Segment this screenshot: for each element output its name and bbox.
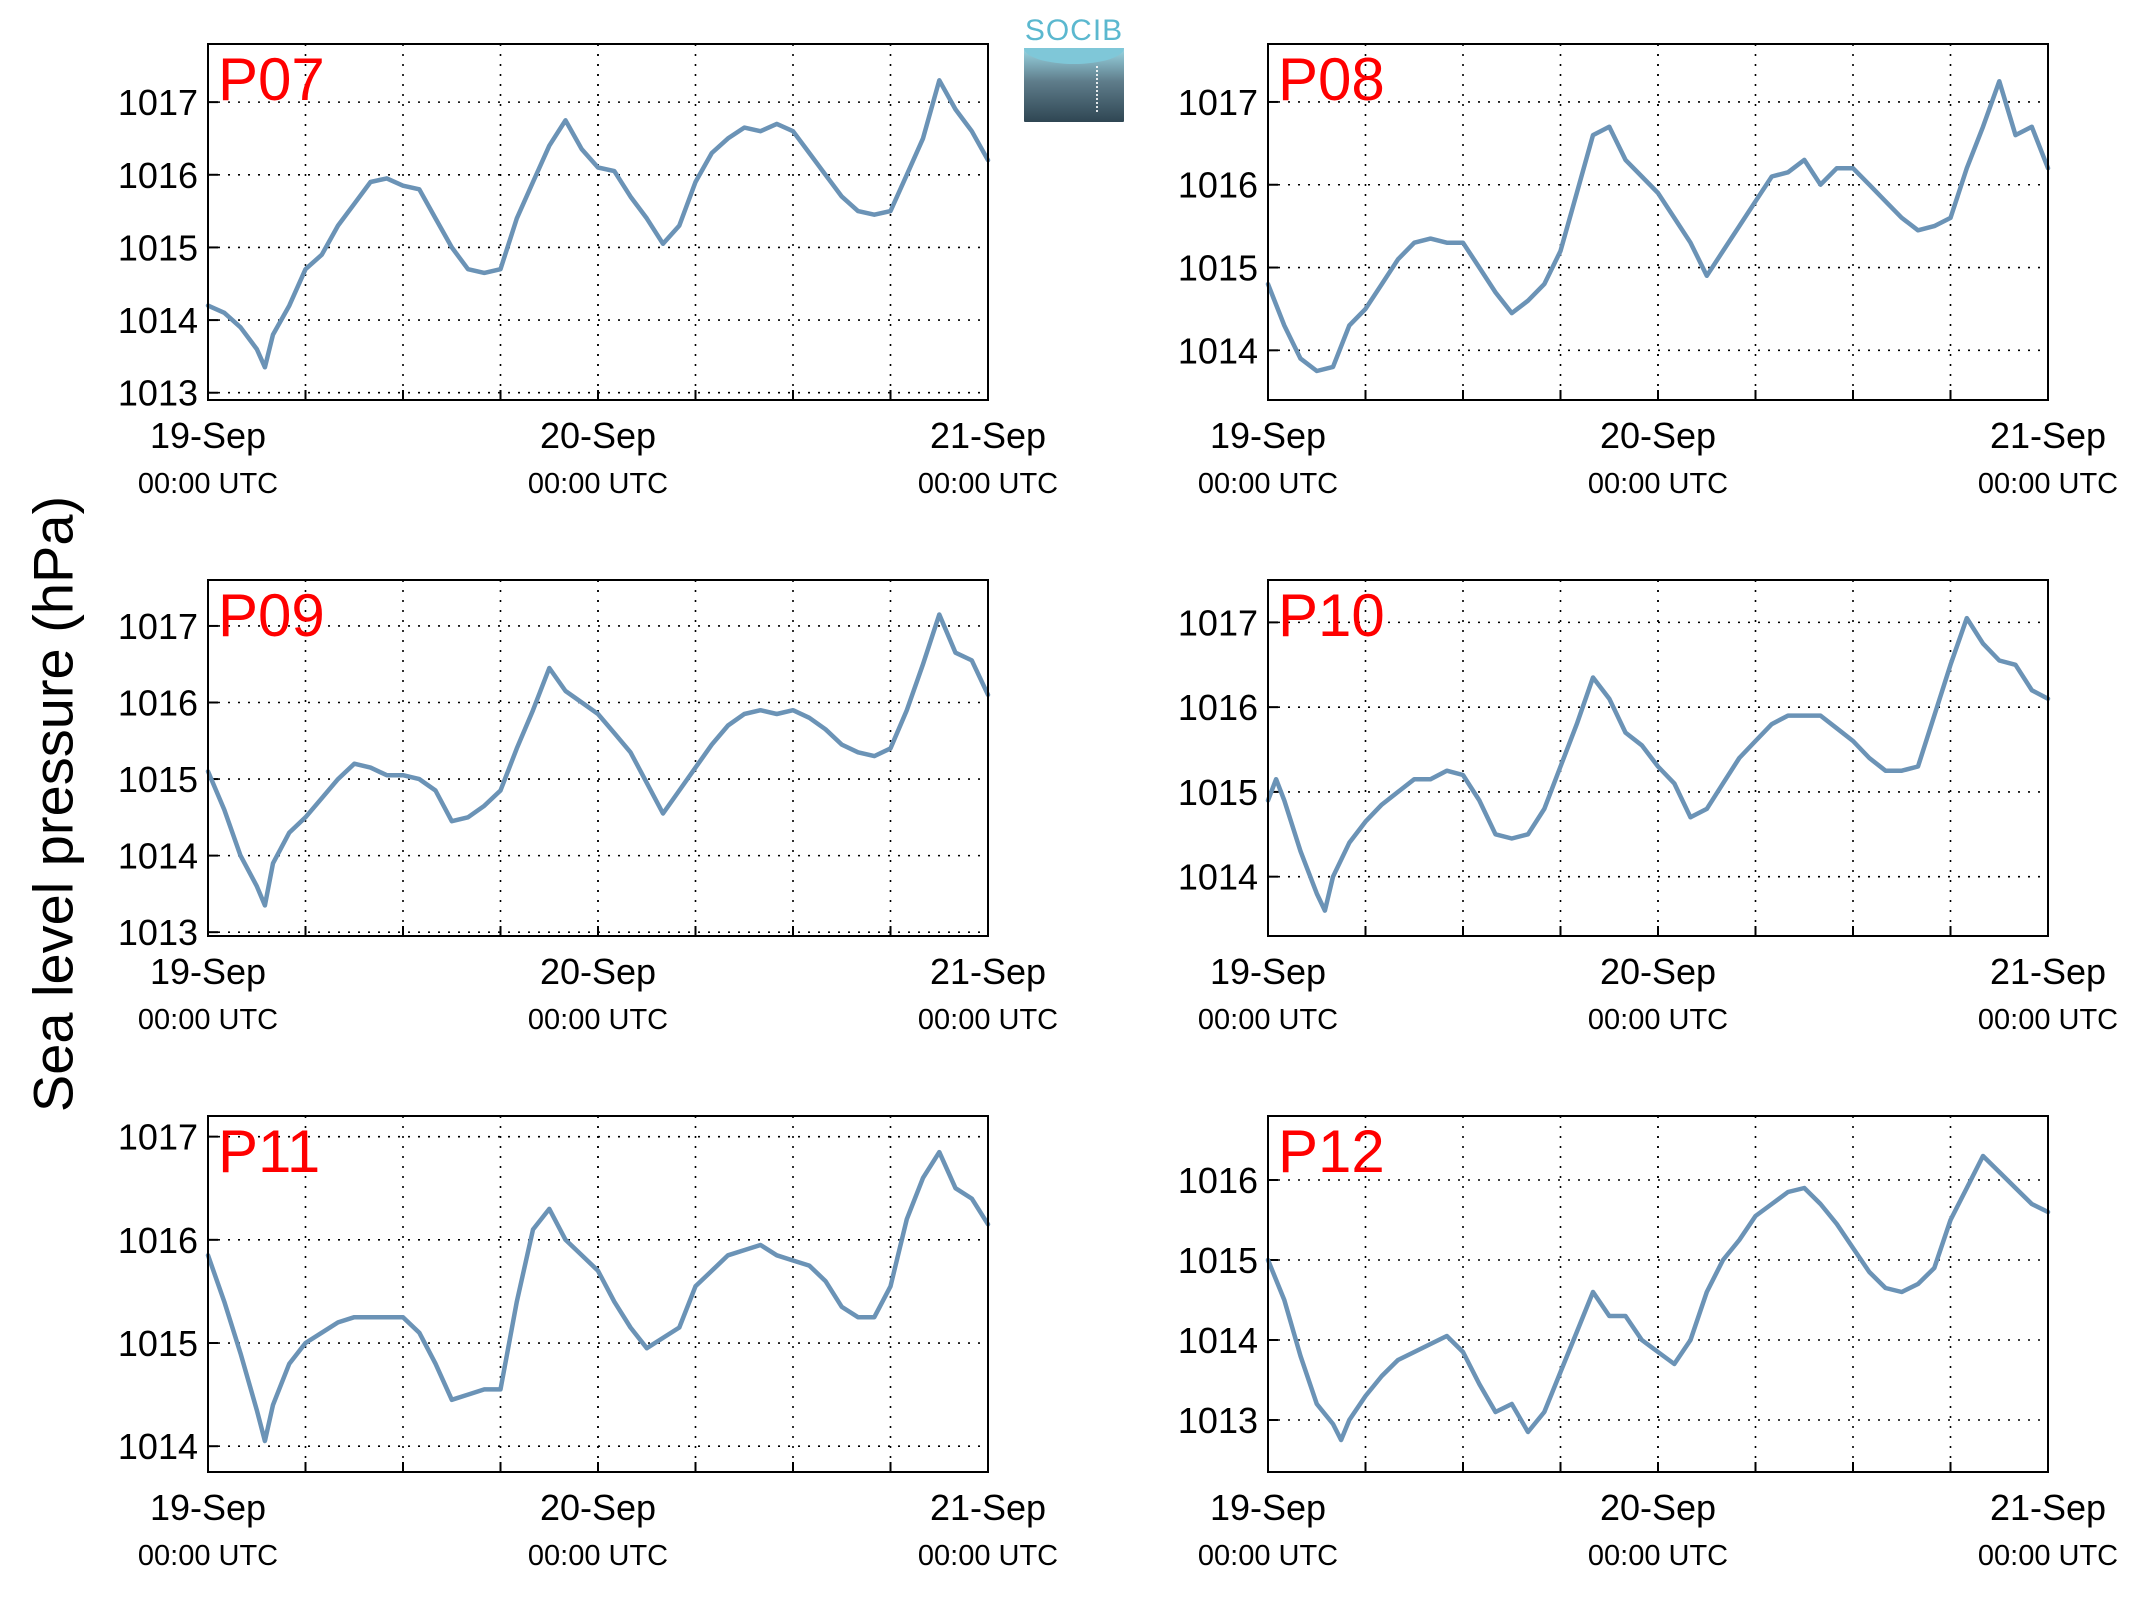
pp08-xtick-label-1: 20-Sep [1600,415,1716,456]
pp12-station-label: P12 [1278,1118,1385,1185]
pp11-xtick-label-0: 19-Sep [150,1487,266,1528]
pp12-xtick-sublabel-0: 00:00 UTC [1198,1540,1338,1572]
pp12-series-line [1265,1153,2051,1443]
pp08-series-line [1265,79,2051,374]
pp08-axes-frame [1267,43,2049,401]
pp09-xtick-label-0: 19-Sep [150,951,266,992]
pp11-ytick-label-0: 1014 [118,1426,198,1467]
pp07-xtick-sublabel-2: 00:00 UTC [918,468,1058,500]
pp11-ytick-label-2: 1016 [118,1220,198,1261]
pp09-axes-frame [207,579,989,937]
pp10-xtick-sublabel-2: 00:00 UTC [1978,1004,2118,1036]
pp07-xtick-sublabel-1: 00:00 UTC [528,468,668,500]
pp08-ytick-label-3: 1017 [1178,82,1258,123]
pp11-ytick-label-3: 1017 [118,1117,198,1158]
pp11-xtick-sublabel-2: 00:00 UTC [918,1540,1058,1572]
pp12-xtick-label-2: 21-Sep [1990,1487,2106,1528]
pp09-ytick-label-2: 1015 [118,759,198,800]
pp09-xtick-sublabel-0: 00:00 UTC [138,1004,278,1036]
pp08-station-label: P08 [1278,46,1385,113]
chart-p12: 1013 1014 1015 1016 19-Sep 00:00 UTC 20-Sep 00:… [1178,1115,2118,1572]
pp07-ytick-label-1: 1014 [118,300,198,341]
pp09-xtick-label-1: 20-Sep [540,951,656,992]
pp08-xtick-label-0: 19-Sep [1210,415,1326,456]
chart-p10: 1014 1015 1016 1017 19-Sep 00:00 UTC 20-Sep 00:… [1178,579,2118,1036]
pp10-series-line [1265,615,2051,913]
pp10-ytick-label-1: 1015 [1178,772,1258,813]
pp08-xtick-label-2: 21-Sep [1990,415,2106,456]
chart-p11: 1014 1015 1016 1017 19-Sep 00:00 UTC 20-Sep 00:… [118,1115,1058,1572]
pp10-xtick-label-2: 21-Sep [1990,951,2106,992]
pp10-ytick-label-2: 1016 [1178,687,1258,728]
pp07-ytick-label-0: 1013 [118,373,198,414]
pp10-xtick-label-1: 20-Sep [1600,951,1716,992]
pp11-series-line [205,1149,991,1444]
pp08-ytick-label-1: 1015 [1178,248,1258,289]
pp09-series-line [205,612,991,908]
pp07-ytick-label-3: 1016 [118,155,198,196]
pp07-ytick-label-4: 1017 [118,82,198,123]
pp10-axes-frame [1267,579,2049,937]
pp11-xtick-sublabel-0: 00:00 UTC [138,1540,278,1572]
pp12-ytick-label-3: 1016 [1178,1160,1258,1201]
pp09-ytick-label-3: 1016 [118,682,198,723]
pp09-ytick-label-0: 1013 [118,912,198,953]
logo-text: SOCIB [1024,14,1124,47]
chart-p07: 1013 1014 1015 1016 1017 19-Sep 00:00 UTC 20-Se… [118,43,1058,500]
pp12-ytick-label-1: 1014 [1178,1320,1258,1361]
pp09-xtick-sublabel-1: 00:00 UTC [528,1004,668,1036]
pp08-ytick-label-0: 1014 [1178,330,1258,371]
pp11-ytick-label-1: 1015 [118,1323,198,1364]
socib-logo: SOCIB [1024,14,1124,122]
pp08-xtick-sublabel-2: 00:00 UTC [1978,468,2118,500]
pp10-ytick-label-0: 1014 [1178,857,1258,898]
pp12-xtick-label-1: 20-Sep [1600,1487,1716,1528]
pp07-xtick-label-1: 20-Sep [540,415,656,456]
chart-p09: 1013 1014 1015 1016 1017 19-Sep 00:00 UTC 20-Se… [118,579,1058,1036]
pp09-xtick-sublabel-2: 00:00 UTC [918,1004,1058,1036]
pp10-station-label: P10 [1278,582,1385,649]
pp08-xtick-sublabel-0: 00:00 UTC [1198,468,1338,500]
pp10-ytick-label-3: 1017 [1178,602,1258,643]
pp07-axes-frame [207,43,989,401]
pp12-ytick-label-2: 1015 [1178,1240,1258,1281]
pp07-xtick-label-0: 19-Sep [150,415,266,456]
pp12-axes-frame [1267,1115,2049,1473]
pp09-ytick-label-1: 1014 [118,836,198,877]
pp07-xtick-sublabel-0: 00:00 UTC [138,468,278,500]
pp09-ytick-label-4: 1017 [118,606,198,647]
pp11-xtick-label-2: 21-Sep [930,1487,1046,1528]
pp12-xtick-sublabel-2: 00:00 UTC [1978,1540,2118,1572]
pp08-xtick-sublabel-1: 00:00 UTC [1588,468,1728,500]
pp08-ytick-label-2: 1016 [1178,165,1258,206]
pp10-xtick-sublabel-1: 00:00 UTC [1588,1004,1728,1036]
pp11-xtick-sublabel-1: 00:00 UTC [528,1540,668,1572]
pp10-xtick-label-0: 19-Sep [1210,951,1326,992]
pp11-axes-frame [207,1115,989,1473]
chart-p08: 1014 1015 1016 1017 19-Sep 00:00 UTC 20-Sep 00:… [1178,43,2118,500]
pp09-station-label: P09 [218,582,325,649]
pp07-xtick-label-2: 21-Sep [930,415,1046,456]
pp12-xtick-label-0: 19-Sep [1210,1487,1326,1528]
pp11-station-label: P11 [218,1118,320,1185]
pp07-station-label: P07 [218,46,325,113]
pp12-xtick-sublabel-1: 00:00 UTC [1588,1540,1728,1572]
pp07-ytick-label-2: 1015 [118,227,198,268]
pp09-xtick-label-2: 21-Sep [930,951,1046,992]
pp12-ytick-label-0: 1013 [1178,1400,1258,1441]
logo-graphic [1024,48,1124,122]
pp10-xtick-sublabel-0: 00:00 UTC [1198,1004,1338,1036]
pp07-series-line [205,78,991,370]
pp11-xtick-label-1: 20-Sep [540,1487,656,1528]
